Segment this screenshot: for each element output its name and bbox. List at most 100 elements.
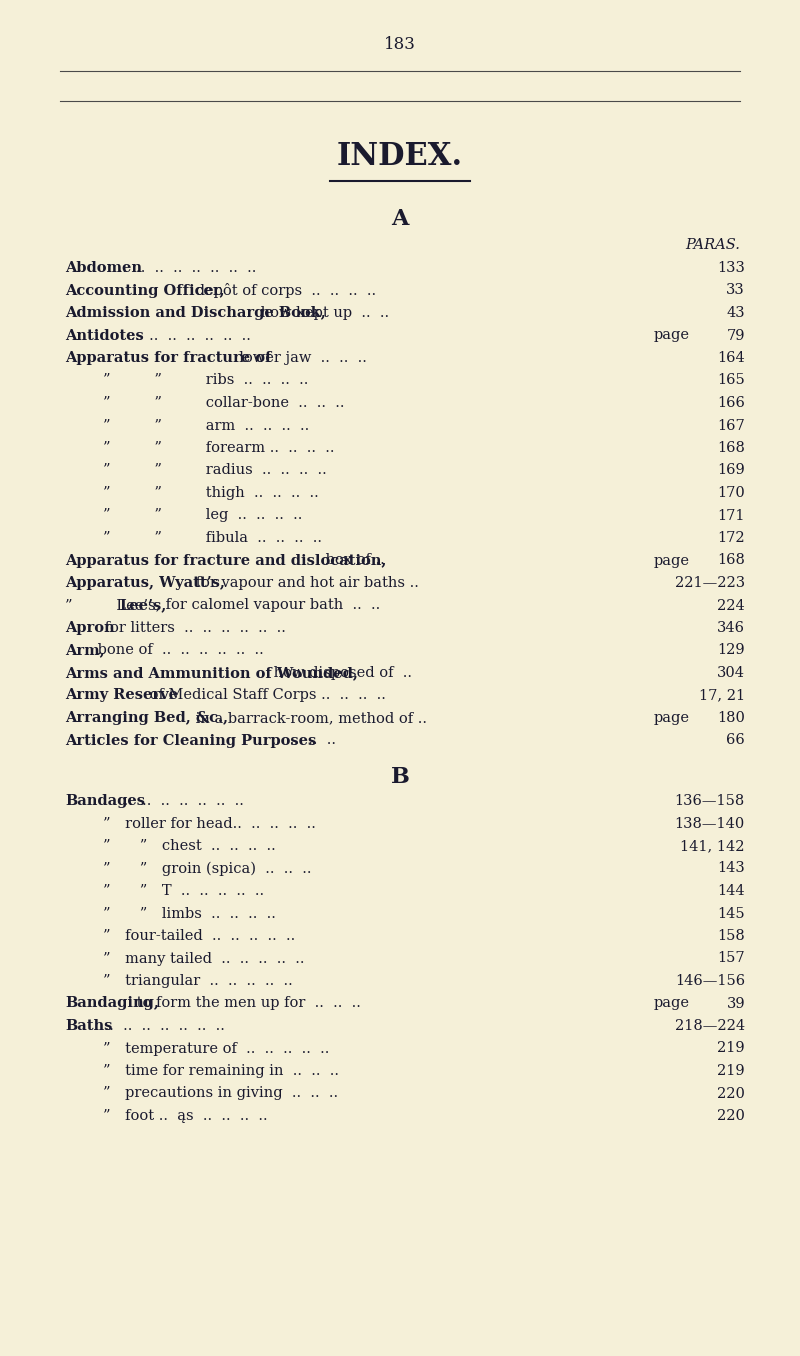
Text: ”  ” chest  ..  ..  ..  ..: ” ” chest .. .. .. .. [103,839,280,853]
Text: ”   ”   leg  ..  ..  ..  ..: ” ” leg .. .. .. .. [103,508,307,522]
Text: ” foot ..  ąs  ..  ..  ..  ..: ” foot .. ąs .. .. .. .. [103,1109,272,1123]
Text: page: page [654,711,690,725]
Text: 170: 170 [718,485,745,500]
Text: of Medical Staff Corps ..  ..  ..  ..: of Medical Staff Corps .. .. .. .. [145,689,390,702]
Text: Articles for Cleaning Purposes: Articles for Cleaning Purposes [65,734,316,747]
Text: ”   ”   thigh  ..  ..  ..  ..: ” ” thigh .. .. .. .. [103,485,323,500]
Text: 158: 158 [718,929,745,942]
Text: 180: 180 [717,711,745,725]
Text: page: page [654,997,690,1010]
Text: 169: 169 [718,464,745,477]
Text: 165: 165 [718,373,745,388]
Text: ” triangular  ..  ..  ..  ..  ..: ” triangular .. .. .. .. .. [103,974,298,989]
Text: 43: 43 [726,306,745,320]
Text: 168: 168 [717,441,745,456]
Text: Army Reserve: Army Reserve [65,689,178,702]
Text: ..  ..  ..  ..  ..  ..  ..: .. .. .. .. .. .. .. [99,1018,229,1033]
Text: 129: 129 [718,644,745,658]
Text: 136—158: 136—158 [674,795,745,808]
Text: ”   Lee’s,: ” Lee’s, [65,598,160,613]
Text: 133: 133 [717,260,745,275]
Text: ”  ” limbs  ..  ..  ..  ..: ” ” limbs .. .. .. .. [103,907,281,921]
Text: ”  ” T  ..  ..  ..  ..  ..: ” ” T .. .. .. .. .. [103,884,269,898]
Text: Arm,: Arm, [65,644,105,658]
Text: ..  ..  ..  ..: .. .. .. .. [262,734,341,747]
Text: Bandages: Bandages [65,795,145,808]
Text: ” time for remaining in  ..  ..  ..: ” time for remaining in .. .. .. [103,1064,344,1078]
Text: 304: 304 [717,666,745,679]
Text: 221—223: 221—223 [675,576,745,590]
Text: Arms and Ammunition of Wounded,: Arms and Ammunition of Wounded, [65,666,358,679]
Text: 224: 224 [718,598,745,613]
Text: box of ..: box of .. [321,553,390,568]
Text: ”   ”   ribs  ..  ..  ..  ..: ” ” ribs .. .. .. .. [103,373,313,388]
Text: how disposed of  ..: how disposed of .. [269,666,417,679]
Text: how kept up  ..  ..: how kept up .. .. [256,306,394,320]
Text: ” temperature of  ..  ..  ..  ..  ..: ” temperature of .. .. .. .. .. [103,1041,334,1055]
Text: lower jaw  ..  ..  ..: lower jaw .. .. .. [230,351,371,365]
Text: Admission and Discharge Book,: Admission and Discharge Book, [65,306,326,320]
Text: to form the men up for  ..  ..  ..: to form the men up for .. .. .. [132,997,366,1010]
Text: 219: 219 [718,1064,745,1078]
Text: 346: 346 [717,621,745,635]
Text: 157: 157 [718,952,745,965]
Text: for calomel vapour bath  ..  ..: for calomel vapour bath .. .. [161,598,385,613]
Text: Arranging Bed, &c.,: Arranging Bed, &c., [65,711,228,725]
Text: page: page [654,553,690,568]
Text: A: A [391,207,409,231]
Text: Apron: Apron [65,621,114,635]
Text: 171: 171 [718,508,745,522]
Text: 167: 167 [718,419,745,433]
Text: 39: 39 [726,997,745,1010]
Text: 143: 143 [718,861,745,876]
Text: in a barrack-room, method of ..: in a barrack-room, method of .. [190,711,431,725]
Text: 168: 168 [717,553,745,568]
Text: 146—156: 146—156 [675,974,745,989]
Text: 218—224: 218—224 [675,1018,745,1033]
Text: 17, 21: 17, 21 [699,689,745,702]
Text: ”   ”   fibula  ..  ..  ..  ..: ” ” fibula .. .. .. .. [103,532,326,545]
Text: Baths: Baths [65,1018,112,1033]
Text: depôt of corps  ..  ..  ..  ..: depôt of corps .. .. .. .. [190,283,381,298]
Text: Abdomen: Abdomen [65,260,142,275]
Text: 66: 66 [726,734,745,747]
Text: ”   ”   forearm ..  ..  ..  ..: ” ” forearm .. .. .. .. [103,441,339,456]
Text: 219: 219 [718,1041,745,1055]
Text: 164: 164 [718,351,745,365]
Text: 166: 166 [717,396,745,410]
Text: 172: 172 [718,532,745,545]
Text: ” precautions in giving  ..  ..  ..: ” precautions in giving .. .. .. [103,1086,342,1101]
Text: PARAS.: PARAS. [685,239,740,252]
Text: for vapour and hot air baths ..: for vapour and hot air baths .. [190,576,423,590]
Text: 145: 145 [718,907,745,921]
Text: 33: 33 [726,283,745,297]
Text: page: page [654,328,690,343]
Text: Apparatus for fracture and dislocation,: Apparatus for fracture and dislocation, [65,553,386,568]
Text: ” many tailed  ..  ..  ..  ..  ..: ” many tailed .. .. .. .. .. [103,952,309,965]
Text: 183: 183 [384,37,416,53]
Text: ” four-tailed  ..  ..  ..  ..  ..: ” four-tailed .. .. .. .. .. [103,929,300,942]
Text: Accounting Officer,: Accounting Officer, [65,283,225,297]
Text: 144: 144 [718,884,745,898]
Text: ” roller for head..  ..  ..  ..  ..: ” roller for head.. .. .. .. .. [103,816,321,830]
Text: ”   ”   radius  ..  ..  ..  ..: ” ” radius .. .. .. .. [103,464,331,477]
Text: 220: 220 [717,1086,745,1101]
Text: Apparatus for fracture of: Apparatus for fracture of [65,351,271,365]
Text: ”   ”   arm  ..  ..  ..  ..: ” ” arm .. .. .. .. [103,419,314,433]
Text: Lee’s,: Lee’s, [120,598,167,613]
Text: 79: 79 [726,328,745,343]
Text: INDEX.: INDEX. [337,141,463,172]
Text: ”  ” groin (spica)  ..  ..  ..: ” ” groin (spica) .. .. .. [103,861,316,876]
Text: Bandaging,: Bandaging, [65,997,159,1010]
Text: Antidotes: Antidotes [65,328,144,343]
Text: 138—140: 138—140 [674,816,745,830]
Text: ..  ..  ..  ..  ..  ..  ..  ..: .. .. .. .. .. .. .. .. [113,260,261,275]
Text: 141, 142: 141, 142 [681,839,745,853]
Text: 220: 220 [717,1109,745,1123]
Text: B: B [390,766,410,788]
Text: ”   ”   collar-bone  ..  ..  ..: ” ” collar-bone .. .. .. [103,396,349,410]
Text: Apparatus, Wyatt’s,: Apparatus, Wyatt’s, [65,576,225,590]
Text: for litters  ..  ..  ..  ..  ..  ..: for litters .. .. .. .. .. .. [99,621,290,635]
Text: ..  ..  ..  ..  ..  ..  ..: .. .. .. .. .. .. .. [119,795,249,808]
Text: ..  ..  ..  ..  ..  ..  ..: .. .. .. .. .. .. .. [126,328,255,343]
